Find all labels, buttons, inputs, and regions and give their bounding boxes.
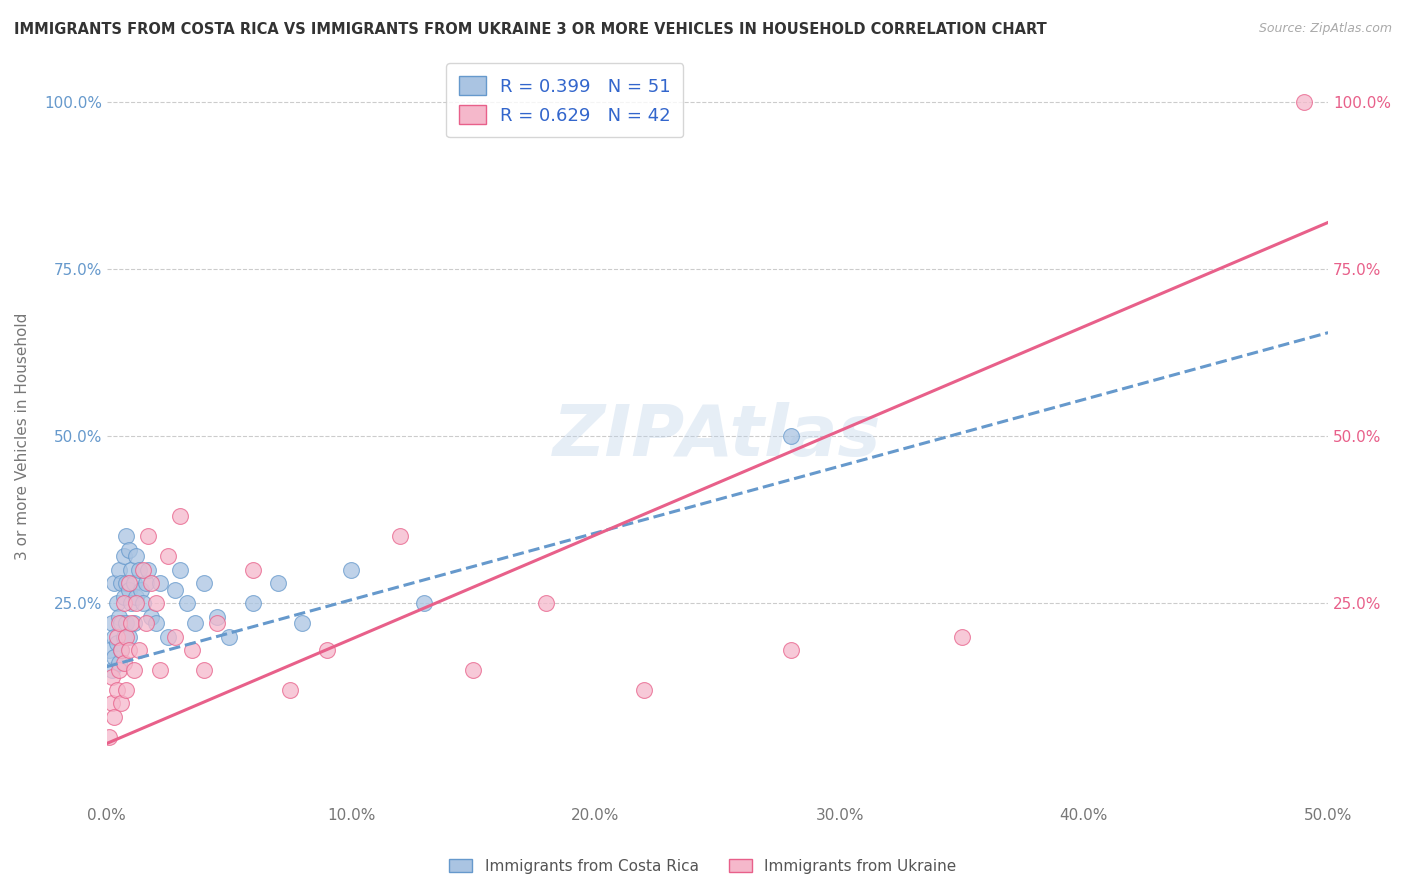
Point — [165, 630, 187, 644]
Point — [242, 596, 264, 610]
Point — [98, 730, 121, 744]
Point — [169, 509, 191, 524]
Point — [122, 576, 145, 591]
Point — [218, 630, 240, 644]
Point — [193, 576, 215, 591]
Point — [128, 563, 150, 577]
Point — [118, 582, 141, 597]
Point — [112, 596, 135, 610]
Point — [112, 549, 135, 564]
Point — [112, 630, 135, 644]
Point — [205, 616, 228, 631]
Point — [110, 643, 132, 657]
Point — [108, 563, 131, 577]
Point — [118, 630, 141, 644]
Point — [115, 683, 138, 698]
Point — [125, 549, 148, 564]
Point — [110, 697, 132, 711]
Point — [115, 529, 138, 543]
Point — [120, 596, 142, 610]
Point — [108, 657, 131, 671]
Point — [536, 596, 558, 610]
Point — [115, 616, 138, 631]
Point — [118, 643, 141, 657]
Text: Source: ZipAtlas.com: Source: ZipAtlas.com — [1258, 22, 1392, 36]
Point — [100, 616, 122, 631]
Point — [267, 576, 290, 591]
Point — [132, 596, 155, 610]
Point — [120, 563, 142, 577]
Text: IMMIGRANTS FROM COSTA RICA VS IMMIGRANTS FROM UKRAINE 3 OR MORE VEHICLES IN HOUS: IMMIGRANTS FROM COSTA RICA VS IMMIGRANTS… — [14, 22, 1047, 37]
Point — [242, 563, 264, 577]
Point — [193, 663, 215, 677]
Point — [110, 616, 132, 631]
Point — [136, 529, 159, 543]
Point — [120, 616, 142, 631]
Point — [181, 643, 204, 657]
Point — [118, 576, 141, 591]
Point — [105, 683, 128, 698]
Point — [463, 663, 485, 677]
Point — [413, 596, 436, 610]
Point — [145, 616, 167, 631]
Point — [633, 683, 655, 698]
Point — [183, 616, 205, 631]
Point — [340, 563, 363, 577]
Point — [135, 616, 157, 631]
Point — [132, 563, 155, 577]
Point — [278, 683, 301, 698]
Point — [136, 563, 159, 577]
Point — [205, 609, 228, 624]
Point — [125, 596, 148, 610]
Point — [156, 630, 179, 644]
Point — [139, 609, 162, 624]
Point — [110, 643, 132, 657]
Point — [122, 663, 145, 677]
Point — [112, 657, 135, 671]
Point — [103, 710, 125, 724]
Point — [105, 636, 128, 650]
Point — [149, 576, 172, 591]
Point — [112, 590, 135, 604]
Point — [103, 630, 125, 644]
Point — [100, 663, 122, 677]
Legend: Immigrants from Costa Rica, Immigrants from Ukraine: Immigrants from Costa Rica, Immigrants f… — [443, 853, 963, 880]
Point — [103, 649, 125, 664]
Point — [105, 596, 128, 610]
Text: ZIPAtlas: ZIPAtlas — [553, 401, 882, 471]
Point — [128, 643, 150, 657]
Point — [125, 590, 148, 604]
Point — [115, 630, 138, 644]
Point — [105, 630, 128, 644]
Point — [110, 576, 132, 591]
Point — [122, 616, 145, 631]
Point — [135, 576, 157, 591]
Point — [779, 429, 801, 443]
Point — [176, 596, 198, 610]
Y-axis label: 3 or more Vehicles in Household: 3 or more Vehicles in Household — [15, 312, 30, 560]
Point — [108, 663, 131, 677]
Point — [169, 563, 191, 577]
Point — [1292, 95, 1315, 110]
Point — [315, 643, 337, 657]
Point — [145, 596, 167, 610]
Legend: R = 0.399   N = 51, R = 0.629   N = 42: R = 0.399 N = 51, R = 0.629 N = 42 — [446, 63, 683, 137]
Point — [149, 663, 172, 677]
Point — [129, 582, 152, 597]
Point — [779, 643, 801, 657]
Point — [388, 529, 411, 543]
Point — [108, 609, 131, 624]
Point — [139, 576, 162, 591]
Point — [156, 549, 179, 564]
Point — [103, 576, 125, 591]
Point — [950, 630, 973, 644]
Point — [100, 697, 122, 711]
Point — [118, 542, 141, 557]
Point — [100, 670, 122, 684]
Point — [108, 616, 131, 631]
Point — [115, 576, 138, 591]
Point — [291, 616, 314, 631]
Point — [98, 643, 121, 657]
Point — [165, 582, 187, 597]
